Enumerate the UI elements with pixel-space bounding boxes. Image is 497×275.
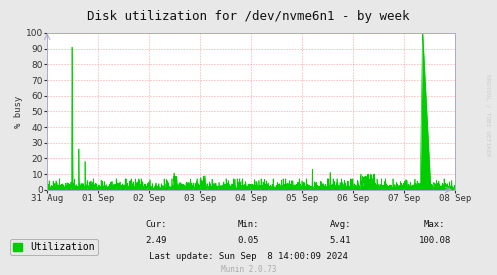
Text: Max:: Max: [424,220,446,229]
Text: Avg:: Avg: [330,220,351,229]
Text: 100.08: 100.08 [419,236,451,245]
Text: Min:: Min: [238,220,259,229]
Text: RRDTOOL / TOBI OETIKER: RRDTOOL / TOBI OETIKER [486,74,491,157]
Text: 5.41: 5.41 [330,236,351,245]
Text: 0.05: 0.05 [238,236,259,245]
Legend: Utilization: Utilization [10,239,98,255]
Y-axis label: % busy: % busy [14,95,23,128]
Text: Munin 2.0.73: Munin 2.0.73 [221,265,276,274]
Text: Last update: Sun Sep  8 14:00:09 2024: Last update: Sun Sep 8 14:00:09 2024 [149,252,348,261]
Text: Cur:: Cur: [146,220,167,229]
Text: Disk utilization for /dev/nvme6n1 - by week: Disk utilization for /dev/nvme6n1 - by w… [87,10,410,23]
Text: 2.49: 2.49 [146,236,167,245]
